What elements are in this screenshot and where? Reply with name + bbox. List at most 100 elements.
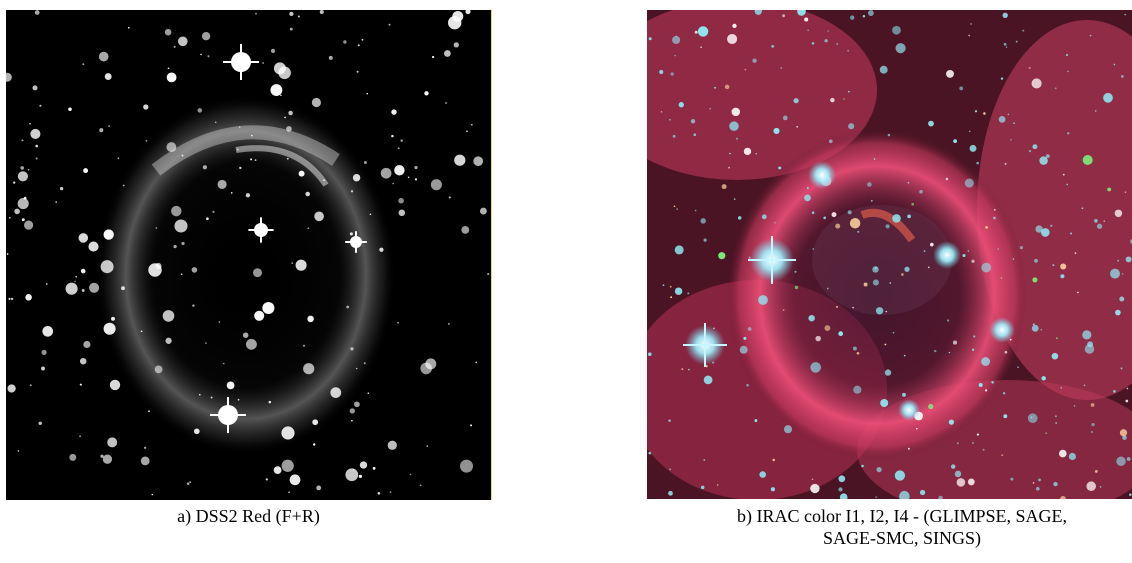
star xyxy=(839,493,848,499)
star xyxy=(1126,387,1129,390)
star xyxy=(938,495,943,499)
star xyxy=(662,284,665,287)
star xyxy=(111,316,115,321)
star xyxy=(17,171,28,182)
star xyxy=(1116,456,1126,467)
star xyxy=(166,142,177,153)
star xyxy=(724,84,730,90)
star xyxy=(448,196,451,199)
dss2-star-field xyxy=(6,10,491,500)
star xyxy=(678,102,684,108)
star xyxy=(432,55,435,59)
star xyxy=(903,354,906,357)
star xyxy=(397,321,399,324)
star xyxy=(721,184,727,190)
star xyxy=(461,225,470,234)
star xyxy=(1000,277,1003,279)
star xyxy=(80,268,86,274)
star xyxy=(811,478,814,481)
star xyxy=(270,84,283,97)
caption-b-line1: b) IRAC color I1, I2, I4 - (GLIMPSE, SAG… xyxy=(737,506,1067,526)
star xyxy=(173,244,177,249)
star xyxy=(843,98,845,100)
star xyxy=(772,458,775,462)
star xyxy=(676,208,679,210)
star xyxy=(984,389,988,392)
star xyxy=(831,212,837,218)
star xyxy=(1081,207,1084,210)
star xyxy=(398,209,406,217)
star xyxy=(41,349,47,356)
star xyxy=(875,307,884,315)
star xyxy=(1090,430,1093,434)
star xyxy=(397,147,400,150)
star xyxy=(1082,330,1092,340)
star xyxy=(286,126,292,132)
star xyxy=(1067,132,1070,135)
bright-star xyxy=(248,217,274,243)
star xyxy=(1032,482,1035,484)
star xyxy=(823,216,827,220)
star xyxy=(887,133,891,137)
bright-star xyxy=(210,397,246,433)
star xyxy=(8,216,11,219)
star xyxy=(852,346,857,351)
star xyxy=(872,266,879,273)
star xyxy=(968,34,971,37)
star xyxy=(273,466,282,474)
star xyxy=(387,440,397,450)
star xyxy=(121,286,125,291)
star xyxy=(856,351,860,355)
star xyxy=(648,451,652,455)
star xyxy=(1041,376,1046,381)
star xyxy=(165,337,172,344)
star xyxy=(262,62,264,64)
star xyxy=(295,259,307,271)
star xyxy=(1045,154,1050,159)
star xyxy=(1120,75,1124,78)
star xyxy=(59,186,64,191)
star xyxy=(993,216,996,220)
star xyxy=(355,367,358,370)
star xyxy=(286,157,289,160)
star xyxy=(30,128,41,139)
star xyxy=(88,241,99,252)
panel-dss2-red: a) DSS2 Red (F+R) xyxy=(0,0,500,563)
star xyxy=(268,400,272,404)
star xyxy=(1125,399,1129,403)
star xyxy=(1054,415,1057,418)
star xyxy=(782,309,785,311)
star xyxy=(867,182,872,187)
star xyxy=(162,310,175,322)
star xyxy=(102,454,113,464)
star xyxy=(1045,432,1048,435)
irac-color-image xyxy=(647,10,1132,499)
star xyxy=(99,128,104,133)
star xyxy=(700,46,702,49)
star xyxy=(407,176,410,179)
star xyxy=(1065,53,1069,57)
star xyxy=(794,285,799,290)
star xyxy=(98,51,109,62)
star xyxy=(1074,252,1077,254)
star xyxy=(1052,264,1055,267)
star xyxy=(1027,413,1038,424)
star xyxy=(1036,487,1040,491)
star xyxy=(759,471,766,478)
star xyxy=(1094,219,1098,223)
star xyxy=(806,186,809,190)
star xyxy=(1113,63,1116,66)
star xyxy=(780,67,782,69)
star xyxy=(688,368,690,371)
star xyxy=(1031,78,1042,89)
star xyxy=(892,331,895,334)
star xyxy=(470,424,473,427)
star xyxy=(32,85,38,91)
star xyxy=(100,260,114,274)
star xyxy=(1122,435,1127,440)
star xyxy=(1035,225,1043,233)
star xyxy=(1060,496,1066,499)
star xyxy=(140,456,150,466)
star xyxy=(284,116,286,119)
star xyxy=(1004,162,1007,165)
